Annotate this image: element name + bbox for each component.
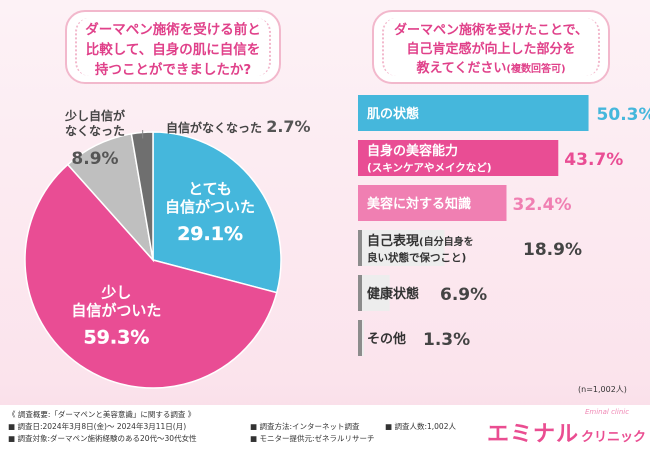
pie-slice-0-value: 29.1% — [177, 223, 243, 245]
bar-3 — [358, 230, 445, 266]
right-question-line-3-main: 教えてください — [416, 61, 507, 76]
bar-1-value: 43.7% — [564, 150, 623, 170]
pie-chart: とても自信がついた29.1%少し自信がついた59.3%少し自信がなくなった8.9… — [24, 108, 311, 389]
pie-slice-3-label: 自信がなくなった 2.7% — [166, 117, 311, 136]
bar-1-label: 自身の美容能力 — [367, 143, 458, 159]
bar-4-value: 6.9% — [440, 285, 487, 305]
bar-1-sublabel: (スキンケアやメイクなど) — [367, 161, 492, 174]
bar-chart: 肌の状態 50.3% 自身の美容能力 (スキンケアやメイクなど) 43.7% 美容に対する… — [358, 95, 650, 356]
bar-1-label-text: 自身の美容能力 — [367, 143, 458, 159]
pie-slice-3-value: 2.7% — [266, 117, 310, 136]
respondents-note: (n=1,002人) — [578, 385, 627, 394]
bar-4-label: 健康状態 — [367, 286, 419, 302]
survey-title: 《 調査概要:「ダーマペンと美容意識」に関する調査 》 — [8, 410, 196, 419]
survey-target: ■ 調査対象:ダーマペン施術経験のある20代〜30代女性 — [8, 434, 197, 443]
pie-slice-1 — [24, 163, 278, 389]
left-question-box: ダーマペン施術を受ける前と 比較して、自身の肌に自信を 持つことができましたか? — [65, 10, 281, 84]
bar-2-value: 32.4% — [513, 195, 572, 215]
bar-3-sublabel: 良い状態で保つこと) — [367, 251, 466, 264]
bar-4 — [358, 275, 390, 311]
bar-5-edge — [358, 320, 362, 356]
pie-slice-3 — [130, 131, 154, 261]
bar-0-label: 肌の状態 — [367, 106, 419, 122]
survey-monitor: ■ モニター提供元:ゼネラルリサーチ — [250, 434, 375, 443]
logo-main-text: エミナル — [487, 422, 580, 447]
bar-0-value: 50.3% — [597, 105, 650, 125]
clinic-logo: エミナル クリニック — [487, 416, 646, 448]
bar-5-value: 1.3% — [423, 330, 470, 350]
pie-slice-2-label-line-1: なくなった — [65, 124, 125, 138]
logo-small-text: Eminal clinic — [585, 408, 630, 416]
pie-slice-0-label-line-1: 自信がついた — [165, 198, 255, 216]
pie-slice-0 — [152, 131, 282, 294]
pie-slice-1-label-line-1: 自信がついた — [71, 302, 161, 320]
bar-2 — [358, 185, 507, 221]
pie-slice-0-label-line-0: とても — [188, 180, 232, 198]
right-question-box: ダーマペン施術を受けたことで、 自己肯定感が向上した部分を 教えてください(複数… — [372, 10, 610, 84]
bar-3-label-note: (自分自身を — [419, 235, 474, 248]
pie-slice-2-value: 8.9% — [71, 149, 118, 169]
bar-0 — [358, 95, 589, 131]
pie-slice-1-value: 59.3% — [83, 327, 149, 349]
survey-date: ■ 調査日:2024年3月8日(金)〜 2024年3月11日(月) — [8, 422, 187, 431]
footer: 《 調査概要:「ダーマペンと美容意識」に関する調査 》 ■ 調査日:2024年3… — [0, 405, 650, 450]
pie-slice-2-label-line-0: 少し自信が — [64, 108, 125, 123]
survey-count: ■ 調査人数:1,002人 — [385, 422, 456, 431]
pie-slice-1-label-line-0: 少し — [100, 284, 131, 302]
bar-2-label: 美容に対する知識 — [367, 196, 471, 212]
pie-slice-3-label-text: 自信がなくなった — [166, 120, 266, 135]
right-question-note: (複数回答可) — [506, 64, 566, 75]
left-question-line-3: 持つことができましたか? — [94, 62, 252, 78]
right-question-line-2: 自己肯定感が向上した部分を — [406, 42, 576, 57]
bar-3-edge — [358, 230, 362, 266]
left-question-line-1: ダーマペン施術を受ける前と — [85, 22, 261, 38]
right-question-line-1: ダーマペン施術を受けたことで、 — [393, 23, 589, 38]
logo-sub-text: クリニック — [581, 430, 647, 445]
bar-3-label: 自己表現(自分自身を — [367, 233, 474, 249]
bar-3-label-text: 自己表現 — [367, 233, 419, 249]
right-question-line-3: 教えてください(複数回答可) — [374, 59, 608, 79]
bar-5-label: その他 — [367, 331, 406, 347]
bar-1 — [358, 140, 559, 176]
bar-4-edge — [358, 275, 362, 311]
bar-3-value: 18.9% — [523, 240, 582, 260]
survey-method: ■ 調査方法:インターネット調査 — [250, 422, 360, 431]
left-question-line-2: 比較して、自身の肌に自信を — [85, 42, 261, 58]
